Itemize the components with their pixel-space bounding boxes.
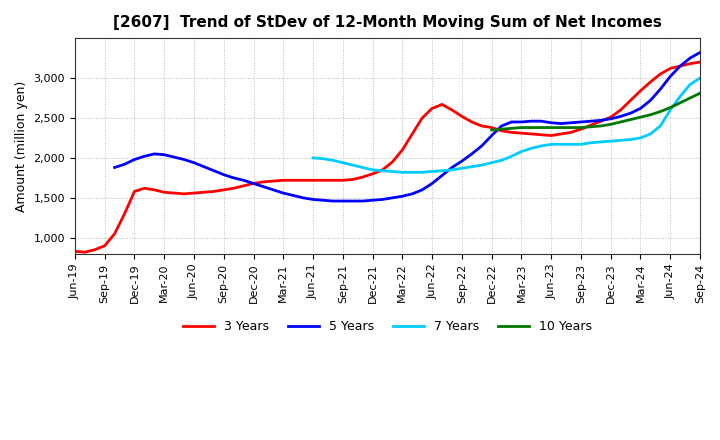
7 Years [338,160,347,165]
5 Years [210,168,218,173]
10 Years [666,105,675,110]
10 Years [527,125,536,130]
10 Years [507,126,516,131]
Y-axis label: Amount (million yen): Amount (million yen) [15,81,28,212]
10 Years [626,117,635,122]
Line: 7 Years: 7 Years [313,78,700,172]
Line: 3 Years: 3 Years [75,62,700,252]
Line: 5 Years: 5 Years [114,52,700,201]
7 Years [517,149,526,154]
10 Years [646,112,654,117]
10 Years [557,125,565,130]
7 Years [666,107,675,113]
10 Years [606,122,615,127]
3 Years [160,190,168,195]
3 Years [477,123,486,128]
7 Years [527,146,536,151]
3 Years [388,159,397,165]
5 Years [259,184,268,189]
7 Years [507,154,516,159]
7 Years [487,160,496,165]
5 Years [279,191,287,196]
7 Years [438,168,446,173]
Legend: 3 Years, 5 Years, 7 Years, 10 Years: 3 Years, 5 Years, 7 Years, 10 Years [178,315,597,338]
10 Years [596,123,605,128]
3 Years [81,249,89,255]
10 Years [517,125,526,130]
10 Years [537,125,546,130]
7 Years [328,158,337,163]
5 Years [487,133,496,138]
7 Years [309,155,318,161]
5 Years [110,165,119,170]
7 Years [696,75,704,81]
5 Years [299,195,307,201]
Line: 10 Years: 10 Years [492,93,700,130]
10 Years [547,125,556,130]
10 Years [685,95,694,101]
7 Years [378,168,387,173]
5 Years [309,197,318,202]
3 Years [487,125,496,130]
7 Years [587,140,595,145]
7 Years [348,162,357,168]
7 Years [656,123,665,128]
7 Years [577,142,585,147]
10 Years [656,109,665,114]
7 Years [685,82,694,87]
10 Years [676,100,685,106]
7 Years [368,167,377,172]
7 Years [626,137,635,142]
5 Years [696,50,704,55]
7 Years [418,170,426,175]
Title: [2607]  Trend of StDev of 12-Month Moving Sum of Net Incomes: [2607] Trend of StDev of 12-Month Moving… [113,15,662,30]
7 Years [646,131,654,136]
7 Years [616,138,625,143]
7 Years [547,142,556,147]
10 Years [587,124,595,129]
10 Years [498,127,506,132]
7 Years [676,94,685,99]
10 Years [577,125,585,130]
7 Years [498,158,506,163]
10 Years [616,119,625,125]
7 Years [448,167,456,172]
5 Years [328,198,337,204]
3 Years [428,106,436,111]
3 Years [71,249,79,254]
7 Years [596,139,605,145]
7 Years [398,170,407,175]
7 Years [467,164,476,169]
10 Years [567,125,575,130]
7 Years [537,143,546,149]
10 Years [696,91,704,96]
10 Years [636,114,645,120]
7 Years [428,169,436,174]
7 Years [606,139,615,144]
7 Years [636,136,645,141]
3 Years [696,59,704,65]
7 Years [567,142,575,147]
10 Years [487,127,496,132]
7 Years [477,162,486,168]
7 Years [388,169,397,174]
3 Years [338,178,347,183]
7 Years [557,142,565,147]
7 Years [408,170,417,175]
7 Years [319,156,328,161]
7 Years [457,165,466,171]
7 Years [359,165,367,170]
